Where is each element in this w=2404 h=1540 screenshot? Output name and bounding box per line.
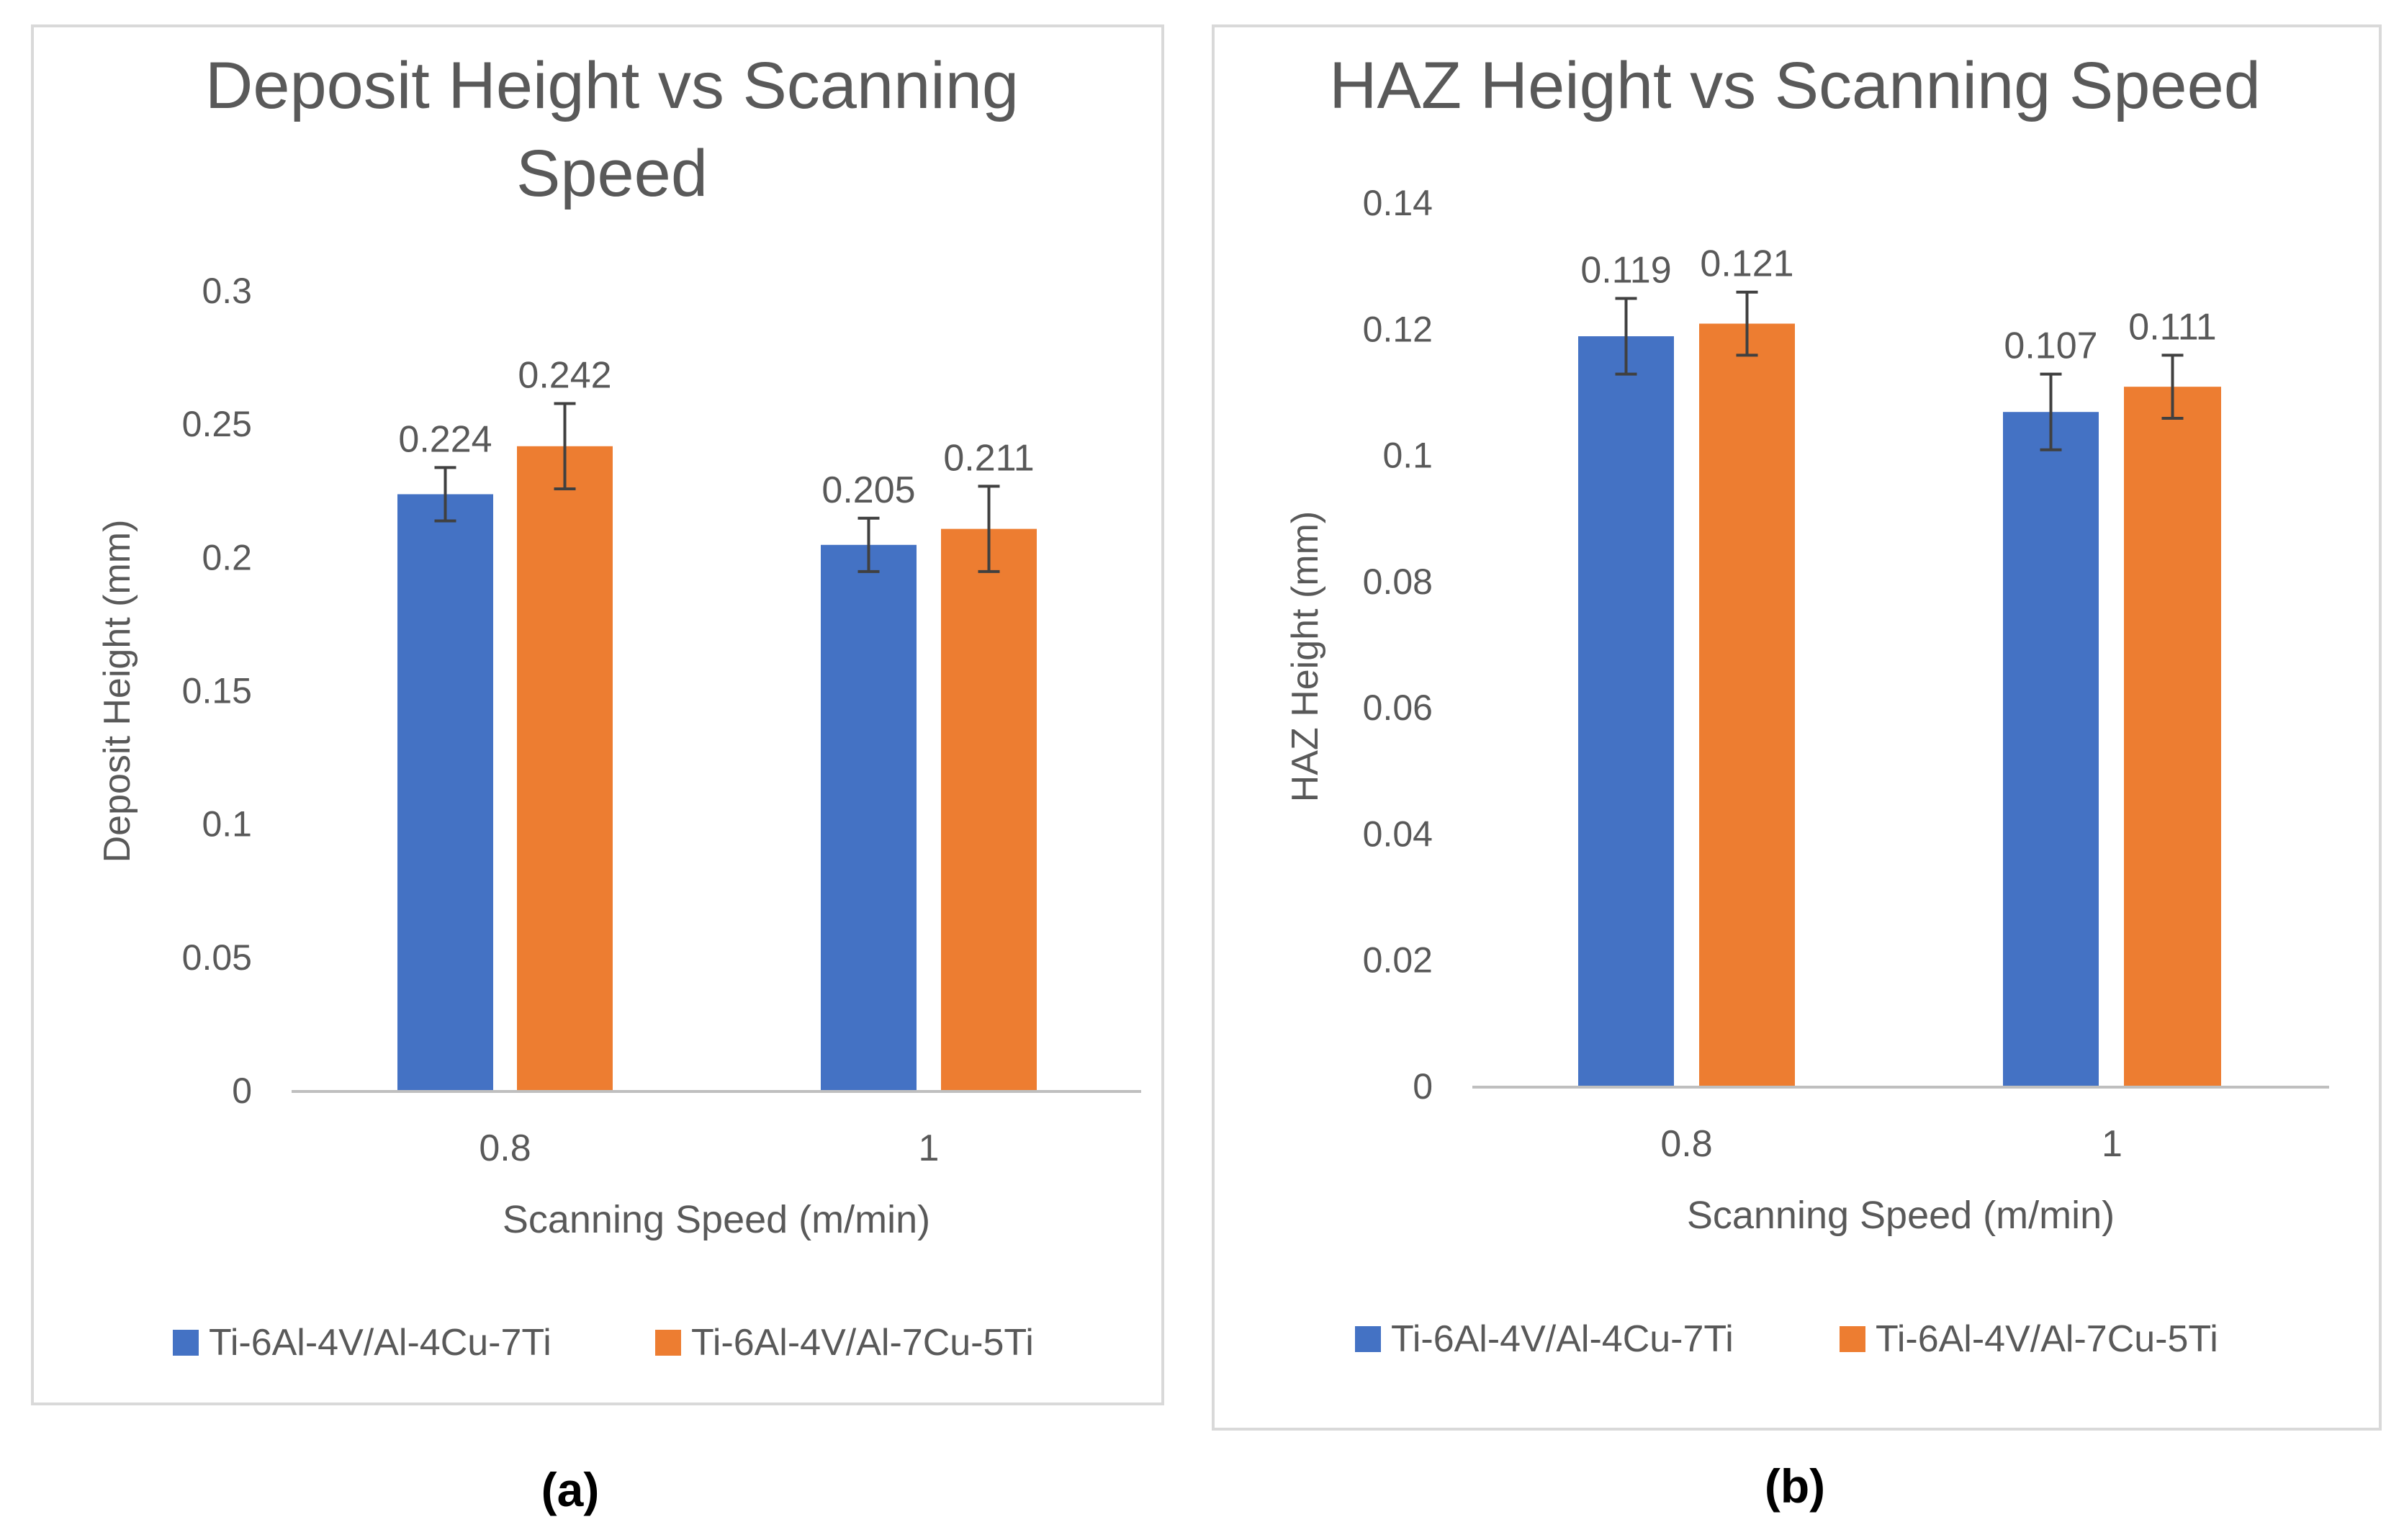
y-tick-label: 0.14 — [1363, 183, 1433, 223]
legend-label-series-2: Ti-6Al-4V/Al-7Cu-5Ti — [691, 1322, 1034, 1364]
bar-0.8-series-1 — [1578, 336, 1674, 1087]
error-bar — [978, 485, 1000, 573]
x-tick-label: 1 — [919, 1127, 940, 1169]
bar-1-series-1 — [2003, 412, 2099, 1087]
data-label: 0.242 — [518, 355, 611, 397]
error-bar — [1615, 297, 1637, 376]
bar-0.8-series-2 — [1699, 323, 1795, 1087]
chart-b: HAZ Height vs Scanning Speed 0 0.02 0.04 0.0… — [1212, 24, 2382, 1431]
x-tick-label: 1 — [2102, 1123, 2122, 1165]
y-tick-label: 0.15 — [182, 671, 252, 711]
error-bar — [1736, 290, 1758, 357]
y-tick-label: 0.08 — [1363, 562, 1433, 602]
y-tick-label: 0.12 — [1363, 309, 1433, 349]
chart-a: Deposit Height vs Scanning Speed 0 0.05 0.1 0… — [31, 24, 1164, 1405]
bar-0.8-series-1 — [397, 494, 493, 1091]
y-tick-label: 0.1 — [1382, 436, 1433, 476]
legend-label-series-1: Ti-6Al-4V/Al-4Cu-7Ti — [209, 1322, 552, 1364]
error-bar — [434, 466, 456, 523]
data-label: 0.205 — [821, 469, 915, 511]
panel-caption: (a) — [541, 1463, 600, 1516]
error-bar — [554, 402, 576, 491]
bar-0.8-series-2 — [517, 446, 613, 1091]
data-label: 0.224 — [398, 418, 492, 460]
legend-label-series-2: Ti-6Al-4V/Al-7Cu-5Ti — [1876, 1318, 2218, 1360]
y-axis-label: HAZ Height (mm) — [1284, 511, 1326, 802]
chart-title: Speed — [516, 137, 708, 210]
bar-1-series-2 — [941, 528, 1037, 1091]
legend-swatch-series-1 — [173, 1330, 199, 1356]
error-bar — [2040, 372, 2062, 451]
y-axis-label: Deposit Height (mm) — [96, 520, 138, 863]
panel-caption: (b) — [1765, 1459, 1825, 1513]
bar-1-series-2 — [2124, 387, 2221, 1087]
chart-title: HAZ Height vs Scanning Speed — [1329, 49, 2261, 122]
y-tick-label: 0.2 — [202, 537, 252, 577]
data-label: 0.111 — [2128, 306, 2216, 348]
data-label: 0.119 — [1580, 249, 1671, 291]
x-tick-label: 0.8 — [1660, 1123, 1712, 1165]
x-tick-label: 0.8 — [479, 1127, 531, 1169]
legend-swatch-series-2 — [655, 1330, 681, 1356]
y-tick-label: 0 — [232, 1071, 252, 1111]
y-tick-label: 0.04 — [1363, 814, 1433, 854]
x-axis-label: Scanning Speed (m/min) — [503, 1198, 930, 1241]
y-tick-label: 0.06 — [1363, 688, 1433, 728]
data-label: 0.211 — [943, 437, 1034, 479]
legend-label-series-1: Ti-6Al-4V/Al-4Cu-7Ti — [1391, 1318, 1734, 1360]
bar-1-series-1 — [821, 544, 917, 1091]
y-tick-label: 0.05 — [182, 937, 252, 978]
error-bar — [2161, 354, 2184, 420]
y-tick-label: 0.3 — [202, 271, 252, 311]
legend-swatch-series-1 — [1355, 1326, 1381, 1352]
legend-swatch-series-2 — [1840, 1326, 1865, 1352]
data-label: 0.107 — [2004, 325, 2097, 367]
y-tick-label: 0.02 — [1363, 940, 1433, 981]
y-tick-label: 0 — [1413, 1066, 1433, 1107]
y-tick-label: 0.25 — [182, 404, 252, 444]
error-bar — [857, 516, 880, 573]
chart-title: Deposit Height vs Scanning — [205, 49, 1019, 122]
data-label: 0.121 — [1700, 243, 1793, 285]
y-tick-label: 0.1 — [202, 804, 252, 845]
x-axis-label: Scanning Speed (m/min) — [1687, 1194, 2115, 1237]
